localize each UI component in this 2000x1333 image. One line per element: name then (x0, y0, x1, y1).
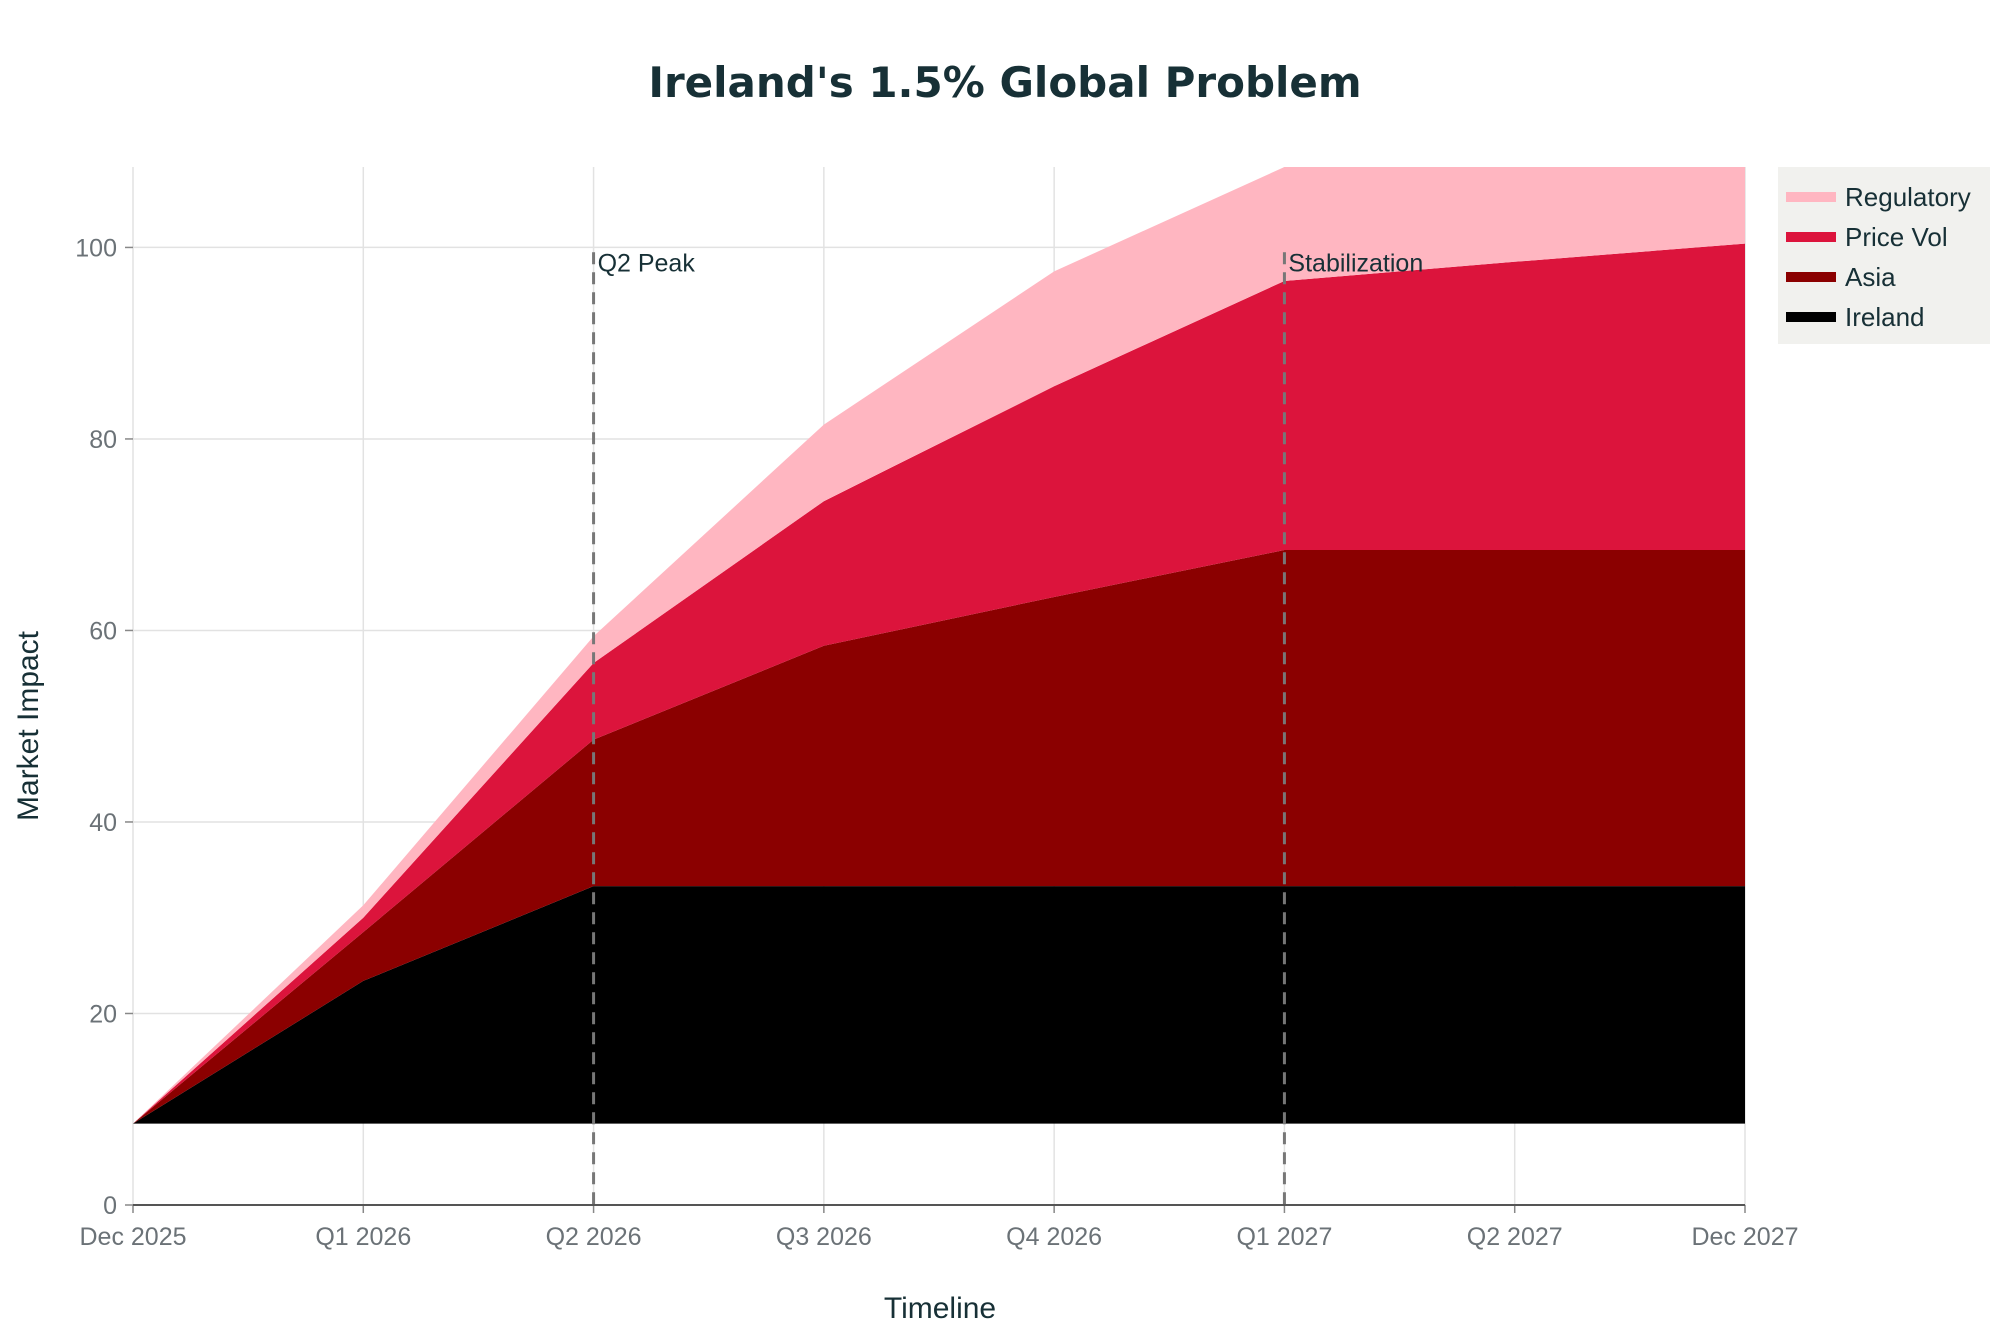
x-tick-label: Q2 2026 (546, 1223, 642, 1251)
legend-swatch (1786, 312, 1836, 322)
y-tick-label: 0 (103, 1192, 117, 1220)
area-ireland (133, 886, 1745, 1124)
x-tick-label: Q3 2026 (776, 1223, 872, 1251)
chart-title: Ireland's 1.5% Global Problem (648, 58, 1361, 107)
annotation-label: Q2 Peak (598, 249, 696, 277)
y-tick-label: 80 (89, 426, 117, 454)
y-tick-label: 40 (89, 809, 117, 837)
x-tick-label: Q4 2026 (1006, 1223, 1102, 1251)
legend-label: Price Vol (1845, 222, 1948, 252)
x-axis-label: Timeline (884, 1292, 996, 1325)
annotation-label: Stabilization (1288, 249, 1423, 277)
legend-swatch (1786, 192, 1836, 202)
legend-label: Ireland (1845, 302, 1925, 332)
y-tick-label: 100 (75, 234, 117, 262)
y-tick-label: 60 (89, 617, 117, 645)
x-tick-label: Dec 2025 (79, 1223, 186, 1251)
x-tick-label: Q2 2027 (1467, 1223, 1563, 1251)
area-price-vol (133, 243, 1745, 1124)
y-tick-label: 20 (89, 1000, 117, 1028)
legend: Regulatory Price Vol Asia Ireland (1778, 167, 1990, 344)
x-tick-label: Q1 2027 (1236, 1223, 1332, 1251)
legend-label: Asia (1845, 262, 1896, 292)
area-regulatory (133, 167, 1745, 1124)
x-tick-label: Q1 2026 (315, 1223, 411, 1251)
area-asia (133, 550, 1745, 1124)
legend-swatch (1786, 272, 1836, 282)
legend-label: Regulatory (1845, 182, 1971, 212)
y-axis-label: Market Impact (12, 630, 45, 821)
x-tick-label: Dec 2027 (1691, 1223, 1798, 1251)
legend-swatch (1786, 232, 1836, 242)
